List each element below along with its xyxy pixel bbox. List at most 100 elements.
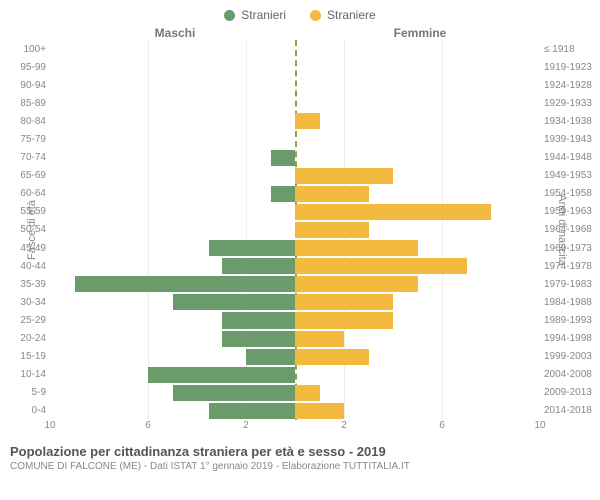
bar-female [295,403,344,419]
pyramid-row [50,384,540,402]
bar-female [295,186,369,202]
pyramid-row [50,94,540,112]
y-tick-age: 80-84 [0,112,50,130]
y-tick-age: 25-29 [0,311,50,329]
y-tick-age: 65-69 [0,167,50,185]
y-tick-age: 90-94 [0,76,50,94]
y-tick-birth: 2014-2018 [540,402,600,420]
pyramid-row [50,348,540,366]
chart-area: Fasce di età Anni di nascita 100+95-9990… [0,40,600,420]
pyramid-row [50,185,540,203]
bar-female [295,168,393,184]
header-maschi: Maschi [0,26,300,40]
legend-label-male: Stranieri [241,8,286,22]
pyramid-row [50,149,540,167]
bar-female [295,222,369,238]
plot [50,40,540,420]
bar-male [173,294,296,310]
x-tick: 2 [341,420,347,431]
y-tick-birth: 1929-1933 [540,94,600,112]
y-tick-birth: 1984-1988 [540,293,600,311]
pyramid-row [50,76,540,94]
pyramid-row [50,130,540,148]
y-tick-birth: 1949-1953 [540,167,600,185]
legend-swatch-female [310,10,321,21]
bar-male [75,276,296,292]
pyramid-row [50,330,540,348]
legend: Stranieri Straniere [0,0,600,26]
bar-male [246,349,295,365]
pyramid-row [50,311,540,329]
y-tick-birth: 1989-1993 [540,311,600,329]
bar-male [173,385,296,401]
bar-male [209,240,295,256]
bar-female [295,312,393,328]
pyramid-row [50,58,540,76]
y-tick-age: 5-9 [0,384,50,402]
column-headers: Maschi Femmine [0,26,600,40]
legend-item-male: Stranieri [224,8,286,22]
chart-title: Popolazione per cittadinanza straniera p… [10,444,590,459]
header-femmine: Femmine [300,26,600,40]
bar-female [295,204,491,220]
bar-male [222,331,296,347]
y-tick-birth: 2009-2013 [540,384,600,402]
bar-male [222,312,296,328]
pyramid-row [50,402,540,420]
y-tick-birth: 1999-2003 [540,348,600,366]
bar-male [271,186,296,202]
pyramid-row [50,40,540,58]
y-tick-birth: 1959-1963 [540,203,600,221]
y-tick-birth: 1979-1983 [540,275,600,293]
pyramid-row [50,275,540,293]
y-tick-age: 15-19 [0,348,50,366]
pyramid-row [50,366,540,384]
y-tick-age: 10-14 [0,366,50,384]
pyramid-row [50,112,540,130]
pyramid-row [50,203,540,221]
y-tick-birth: 1969-1973 [540,239,600,257]
x-tick: 2 [243,420,249,431]
pyramid-row [50,221,540,239]
bar-male [209,403,295,419]
bar-female [295,349,369,365]
bar-female [295,113,320,129]
pyramid-row [50,167,540,185]
legend-label-female: Straniere [327,8,376,22]
y-tick-birth: 1919-1923 [540,58,600,76]
y-tick-birth: 2004-2008 [540,366,600,384]
y-tick-birth: 1939-1943 [540,130,600,148]
bar-female [295,258,467,274]
x-tick: 6 [145,420,151,431]
y-tick-age: 85-89 [0,94,50,112]
y-axis-right: ≤ 19181919-19231924-19281929-19331934-19… [540,40,600,420]
bar-female [295,385,320,401]
bar-male [148,367,295,383]
pyramid-row [50,257,540,275]
pyramid-row [50,293,540,311]
bar-female [295,276,418,292]
y-tick-birth: 1944-1948 [540,149,600,167]
y-tick-age: 75-79 [0,130,50,148]
y-tick-birth: 1964-1968 [540,221,600,239]
y-tick-birth: 1974-1978 [540,257,600,275]
y-tick-age: 70-74 [0,149,50,167]
y-tick-birth: 1924-1928 [540,76,600,94]
x-tick: 6 [439,420,445,431]
x-axis: 10622610 [0,420,600,436]
footer: Popolazione per cittadinanza straniera p… [0,436,600,472]
chart-subtitle: COMUNE DI FALCONE (ME) - Dati ISTAT 1° g… [10,461,590,472]
y-tick-age: 30-34 [0,293,50,311]
y-tick-birth: 1934-1938 [540,112,600,130]
y-tick-age: 0-4 [0,402,50,420]
bar-male [222,258,296,274]
x-tick: 10 [44,420,55,431]
y-tick-age: 35-39 [0,275,50,293]
bar-female [295,331,344,347]
y-tick-age: 95-99 [0,58,50,76]
y-tick-birth: 1954-1958 [540,185,600,203]
bar-female [295,294,393,310]
bar-male [271,150,296,166]
y-axis-left-title: Fasce di età [26,200,38,260]
y-tick-birth: ≤ 1918 [540,40,600,58]
